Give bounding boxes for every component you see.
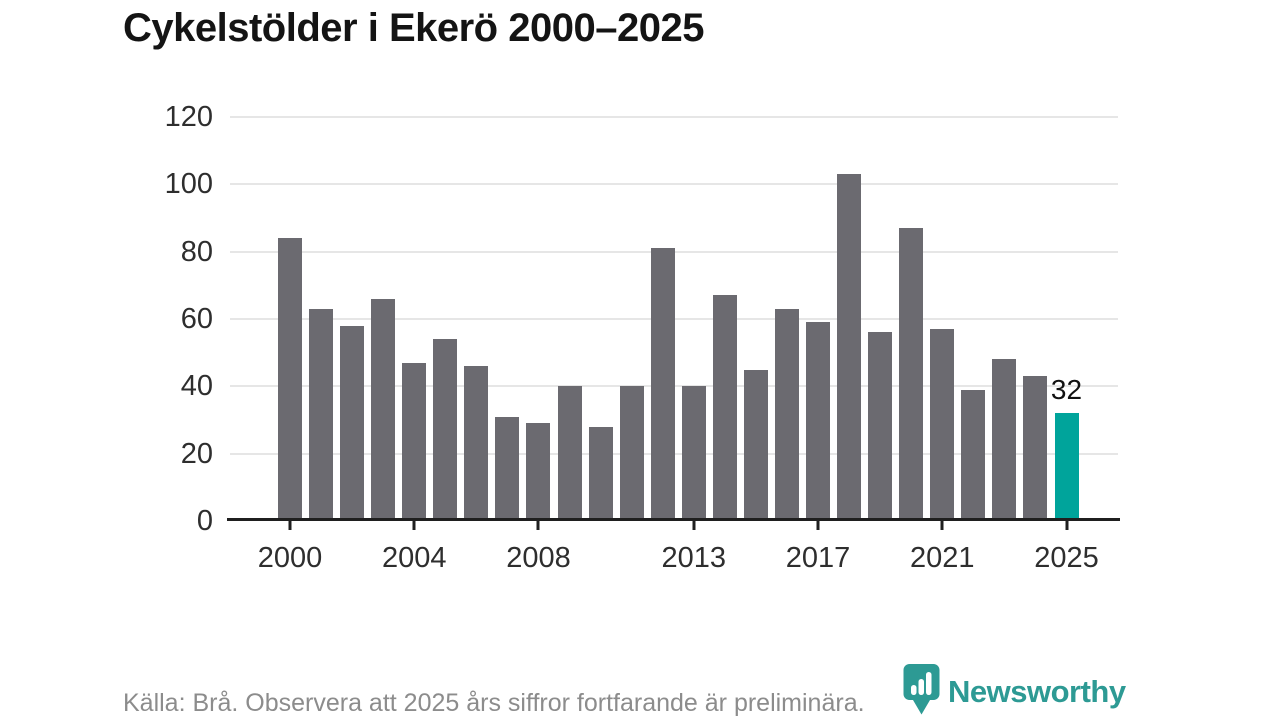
bar-2019	[868, 332, 893, 521]
bar-2000	[278, 238, 302, 521]
x-axis-label-2000: 2000	[257, 542, 323, 574]
x-axis-line	[227, 518, 1120, 521]
bar-2017	[806, 322, 831, 521]
bar-2018	[837, 174, 862, 521]
x-axis-tick-2004	[412, 521, 416, 530]
x-axis-tick-2013	[692, 521, 696, 530]
chart-title: Cykelstölder i Ekerö 2000–2025	[123, 6, 704, 50]
y-axis-label-80: 80	[180, 235, 213, 268]
newsworthy-logo[interactable]: Newsworthy	[903, 663, 1126, 721]
gridline-y-120	[230, 116, 1118, 118]
bar-2004	[402, 362, 427, 521]
bar-2022	[961, 389, 986, 521]
bar-2024	[1023, 376, 1048, 521]
y-axis-label-40: 40	[180, 370, 213, 403]
bar-2021	[930, 329, 955, 521]
x-axis-label-2008: 2008	[506, 542, 571, 574]
x-axis-label-2013: 2013	[661, 542, 727, 574]
bar-2006	[464, 366, 489, 521]
bar-2013	[681, 386, 706, 521]
bar-2012	[650, 248, 675, 521]
newsworthy-wordmark: Newsworthy	[948, 674, 1126, 709]
bar-2023	[992, 359, 1017, 521]
bar-2010	[588, 426, 613, 521]
x-axis-tick-2017	[816, 521, 820, 530]
bar-2002	[340, 325, 365, 521]
y-axis-label-0: 0	[196, 505, 213, 537]
x-axis-label-2004: 2004	[381, 542, 447, 574]
bar-2014	[712, 295, 737, 521]
plot-area: 32	[230, 116, 1118, 521]
x-axis-tick-2025	[1065, 521, 1068, 530]
x-axis-label-2025: 2025	[1034, 542, 1099, 574]
bar-2016	[774, 308, 799, 521]
newsworthy-pin-barchart-icon	[903, 663, 940, 721]
x-axis-label-2021: 2021	[909, 542, 975, 574]
bar-2001	[309, 308, 334, 521]
x-axis-label-2017: 2017	[785, 542, 851, 574]
bar-2009	[557, 386, 582, 521]
highlight-value-label: 32	[1050, 374, 1083, 406]
bar-2020	[899, 228, 924, 521]
bar-2015	[743, 369, 768, 521]
y-axis-label-100: 100	[164, 168, 213, 201]
bar-2003	[371, 298, 396, 521]
x-axis-tick-2008	[536, 521, 540, 530]
y-axis-label-20: 20	[180, 437, 213, 470]
bar-2011	[619, 386, 644, 521]
source-note: Källa: Brå. Observera att 2025 års siffr…	[123, 689, 865, 717]
x-axis-tick-2000	[288, 521, 292, 530]
bar-2007	[495, 416, 520, 521]
bar-2025	[1054, 413, 1079, 521]
y-axis-label-120: 120	[164, 101, 213, 133]
bar-2005	[433, 339, 458, 521]
gridline-y-100	[230, 183, 1118, 186]
x-axis-tick-2021	[940, 521, 944, 530]
y-axis-label-60: 60	[180, 303, 213, 335]
bar-2008	[526, 423, 551, 521]
